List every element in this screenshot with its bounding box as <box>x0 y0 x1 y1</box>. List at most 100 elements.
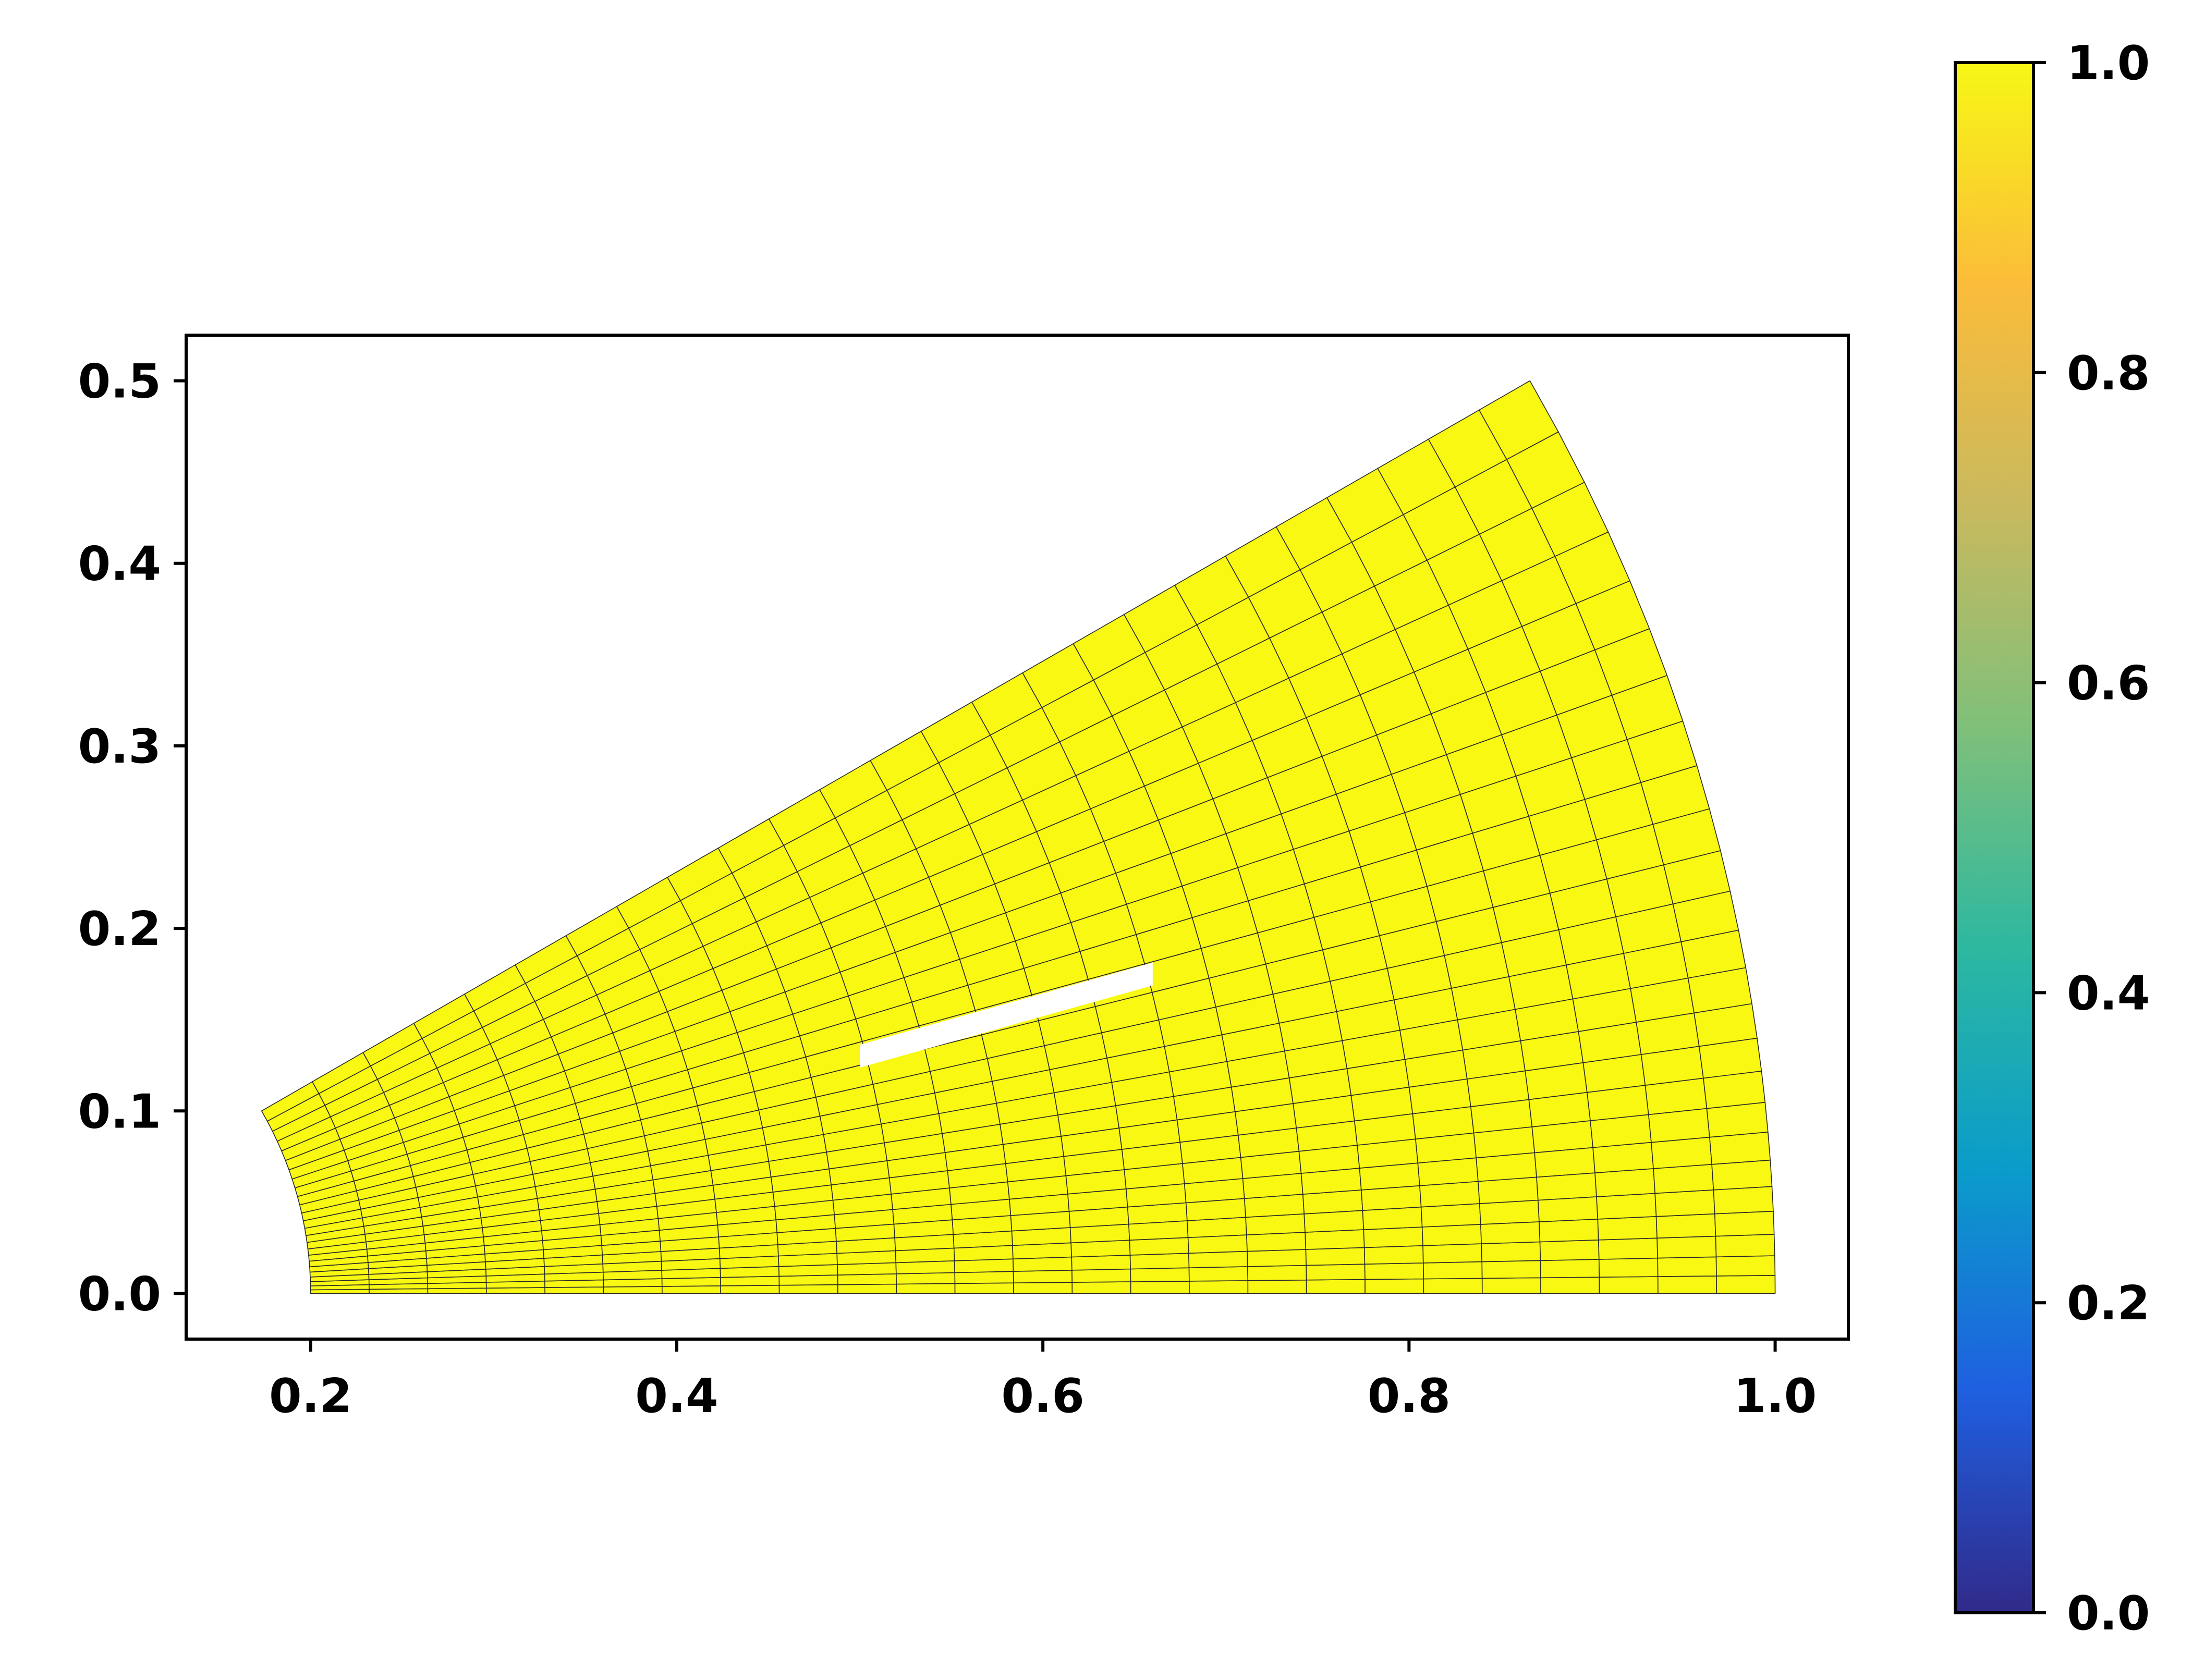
mesh-cell <box>896 1272 956 1285</box>
mesh-cell <box>1714 1210 1775 1237</box>
y-axis: 0.0 0.1 0.2 0.3 0.4 0.5 <box>78 354 186 1321</box>
mesh-cell <box>720 1284 780 1294</box>
mesh-cell <box>1594 1168 1656 1197</box>
y-tick-label: 0.5 <box>78 354 161 409</box>
mesh-cell <box>1481 1241 1541 1262</box>
x-tick-label: 0.2 <box>269 1369 352 1424</box>
mesh-cell <box>1188 1266 1249 1282</box>
mesh-cell <box>1013 1269 1073 1284</box>
mesh-cell <box>954 1258 1014 1273</box>
mesh-cell <box>837 1283 897 1294</box>
x-tick-label: 0.6 <box>1001 1369 1084 1424</box>
mesh-cell <box>1656 1235 1717 1259</box>
mesh-cell <box>1598 1237 1659 1260</box>
y-tick-label: 0.4 <box>78 537 161 592</box>
mesh-cell <box>1713 1186 1774 1215</box>
x-tick-label: 0.4 <box>635 1369 718 1424</box>
mesh-cell <box>1539 1239 1600 1261</box>
crack <box>860 962 1153 1068</box>
mesh-cell <box>1715 1234 1775 1258</box>
mesh-cell <box>1420 1203 1481 1228</box>
mesh-cell <box>1246 1232 1307 1252</box>
mesh-cell <box>1539 1218 1599 1243</box>
mesh-cell <box>1305 1229 1365 1250</box>
mesh-cell <box>1481 1260 1541 1279</box>
mesh-cell <box>1654 1189 1715 1217</box>
y-tick-label: 0.2 <box>78 902 161 957</box>
mesh-cell <box>1130 1267 1190 1282</box>
mesh-cell <box>1480 1221 1541 1244</box>
mesh-cell <box>1596 1193 1657 1220</box>
colorbar-tick-label: 0.2 <box>2067 1276 2150 1331</box>
mesh-cell <box>1306 1264 1366 1281</box>
mesh-cell <box>1540 1259 1600 1279</box>
mesh-cell <box>1657 1256 1717 1277</box>
mesh-cell <box>837 1273 897 1285</box>
mesh-cell <box>1013 1256 1073 1272</box>
mesh-cell <box>1247 1265 1307 1281</box>
mesh-cell <box>778 1284 838 1294</box>
mesh-cell <box>1479 1199 1540 1225</box>
mesh-cell <box>1597 1216 1658 1241</box>
mesh-cell <box>1362 1206 1423 1230</box>
mesh <box>261 380 1776 1294</box>
mesh-cell <box>954 1282 1014 1294</box>
mesh-cell <box>1421 1224 1482 1246</box>
x-axis: 0.2 0.4 0.6 0.8 1.0 <box>269 1339 1817 1424</box>
mesh-cell <box>603 1286 663 1294</box>
mesh-cell <box>1715 1255 1776 1277</box>
mesh-cell <box>1364 1262 1424 1280</box>
mesh-cell <box>1657 1276 1717 1294</box>
mesh-cell <box>1540 1277 1600 1294</box>
mesh-cell <box>1129 1237 1189 1256</box>
colorbar-axis: 0.0 0.2 0.4 0.6 0.8 1.0 <box>2033 36 2150 1641</box>
y-tick-label: 0.0 <box>78 1267 161 1321</box>
mesh-cell <box>778 1274 838 1286</box>
mesh-cell <box>1013 1282 1073 1294</box>
mesh-cell <box>1422 1243 1483 1264</box>
mesh-cell <box>896 1283 956 1294</box>
mesh-cell <box>1365 1278 1424 1294</box>
colorbar-tick-label: 0.6 <box>2067 656 2150 711</box>
colorbar-tick-label: 0.0 <box>2067 1586 2150 1641</box>
mesh-cell <box>1071 1281 1131 1294</box>
plot-frame <box>185 334 1850 1341</box>
mesh-cell <box>1538 1196 1599 1222</box>
mesh-cell <box>720 1276 780 1286</box>
mesh-cell <box>1306 1279 1366 1294</box>
colorbar-tick-label: 0.8 <box>2067 346 2150 401</box>
mesh-cell <box>1305 1247 1366 1266</box>
mesh-cell <box>954 1271 1014 1284</box>
x-tick-label: 1.0 <box>1734 1369 1817 1424</box>
mesh-cell <box>1536 1172 1597 1201</box>
mesh-cell <box>1478 380 1559 460</box>
mesh-cell <box>1655 1213 1716 1239</box>
mesh-cell <box>1187 1234 1248 1254</box>
mesh-cell <box>1247 1279 1307 1294</box>
mesh-cell <box>661 1285 722 1294</box>
mesh-cell <box>1653 1163 1714 1194</box>
mesh-cell <box>1598 1257 1659 1278</box>
mesh-cell <box>1189 1280 1249 1294</box>
colorbar-tick-label: 0.4 <box>2067 966 2150 1021</box>
mesh-cell <box>1130 1281 1190 1294</box>
mesh-cell <box>1709 1131 1771 1165</box>
mesh-cell <box>1481 1277 1541 1294</box>
mesh-cell <box>1247 1249 1307 1267</box>
x-tick-label: 0.8 <box>1368 1369 1451 1424</box>
mesh-cell <box>1716 1274 1776 1294</box>
mesh-cell <box>1363 1227 1423 1248</box>
mesh-cell <box>1188 1250 1248 1269</box>
colorbar <box>1954 61 2035 1614</box>
mesh-cell <box>1711 1159 1773 1191</box>
y-tick-label: 0.1 <box>78 1084 161 1139</box>
mesh-cell <box>544 1286 604 1294</box>
mesh-cell <box>1422 1261 1483 1280</box>
mesh-cell <box>1071 1255 1131 1271</box>
mesh-cell <box>1071 1268 1131 1283</box>
y-tick-label: 0.3 <box>78 719 161 774</box>
colorbar-tick-label: 1.0 <box>2067 36 2150 91</box>
mesh-cell <box>1423 1278 1483 1294</box>
mesh-cell <box>1129 1253 1190 1270</box>
